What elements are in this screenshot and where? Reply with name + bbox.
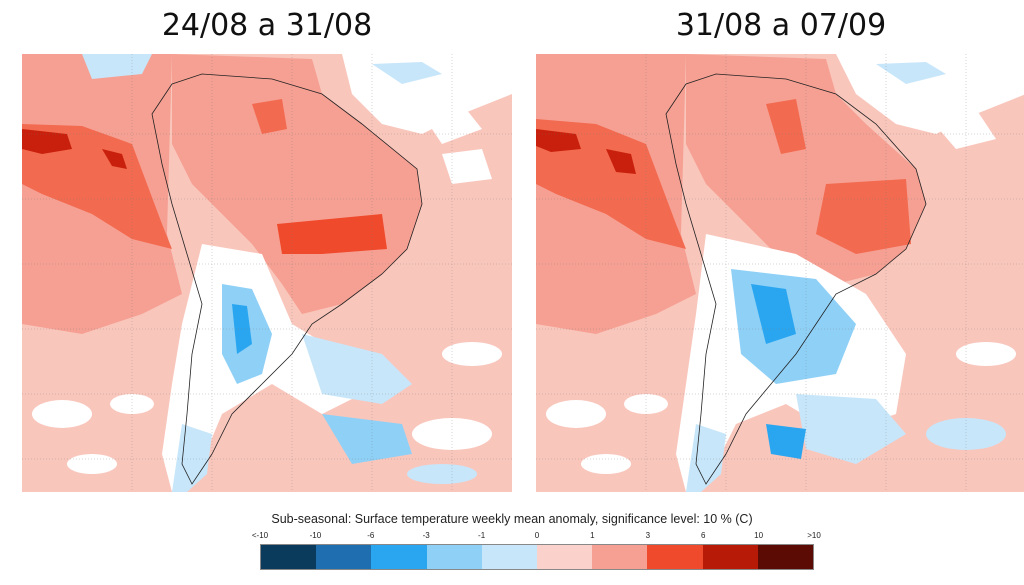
colorbar-label: -1 [478,531,486,540]
colorbar-label: >10 [807,531,821,540]
colorbar-label: -6 [367,531,375,540]
colorbar-label: 6 [700,531,706,540]
colorbar-label: 1 [590,531,595,540]
colorbar-label: 3 [645,531,651,540]
colorbar-swatch [261,545,317,569]
colorbar-label: 0 [534,531,540,540]
colorbar-swatch [647,545,703,569]
colorbar-labels: <-10 -10 -6 -3 -1 0 1 3 6 10 >10 [252,531,821,543]
colorbar-swatch [371,545,427,569]
colorbar-label: <-10 [251,531,269,540]
colorbar-swatch [702,545,758,569]
colorbar-swatch [426,545,482,569]
map-panel-right[interactable] [536,54,1024,492]
colorbar-label: -10 [309,531,322,540]
colorbar-swatch [537,545,593,569]
colorbar-swatch [316,545,372,569]
colorbar [260,544,814,570]
colorbar-label: -3 [422,531,430,540]
colorbar-label: 10 [754,531,764,540]
colorbar-swatch [757,545,814,569]
colorbar-swatch [481,545,538,569]
panel-title-left: 24/08 a 31/08 [161,8,373,43]
panel-title-right: 31/08 a 07/09 [675,8,887,43]
colorbar-caption: Sub-seasonal: Surface temperature weekly… [271,512,753,526]
anomaly-map-left [22,54,512,492]
map-panel-left[interactable] [22,54,512,492]
colorbar-swatch [592,545,648,569]
anomaly-map-right [536,54,1024,492]
